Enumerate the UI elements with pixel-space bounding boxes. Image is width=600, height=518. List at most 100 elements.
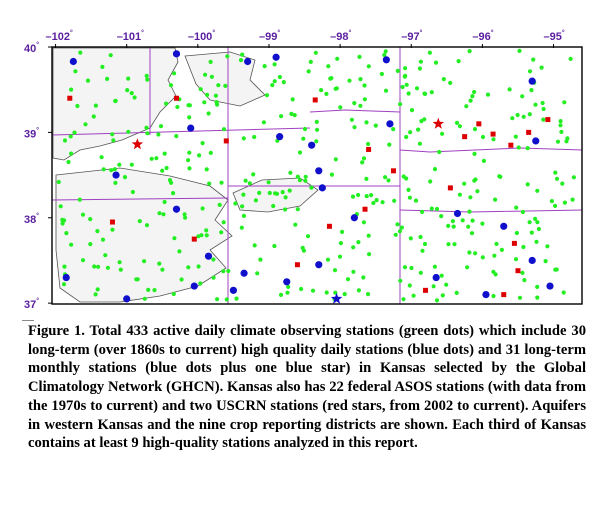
green-station bbox=[145, 131, 150, 136]
green-station bbox=[164, 101, 169, 106]
longitude-tick-label: –96° bbox=[472, 29, 493, 43]
green-station bbox=[149, 156, 154, 161]
degree-symbol: ° bbox=[36, 126, 39, 134]
green-station bbox=[516, 145, 521, 150]
green-station bbox=[132, 95, 137, 100]
green-station bbox=[299, 286, 304, 292]
green-station bbox=[187, 166, 192, 171]
latitude-tick-label: 39° bbox=[24, 126, 39, 140]
blue-station bbox=[229, 286, 238, 294]
green-station bbox=[393, 232, 398, 237]
red-square-station bbox=[462, 134, 468, 140]
green-station bbox=[480, 134, 486, 140]
green-station bbox=[553, 170, 558, 175]
red-square-station bbox=[526, 129, 532, 135]
green-station bbox=[134, 277, 139, 282]
green-station bbox=[392, 198, 397, 203]
degree-symbol: ° bbox=[348, 29, 351, 37]
green-station bbox=[470, 94, 475, 99]
green-station bbox=[473, 251, 478, 256]
green-station bbox=[301, 248, 306, 253]
green-station bbox=[356, 240, 361, 245]
red-square-station bbox=[447, 185, 453, 191]
latitude-axis: 40° 39° 38° 37° bbox=[24, 41, 52, 311]
green-station bbox=[146, 287, 151, 292]
blue-station bbox=[308, 141, 316, 149]
green-station bbox=[422, 241, 428, 247]
green-station bbox=[349, 117, 354, 122]
green-station bbox=[462, 181, 467, 186]
green-station bbox=[387, 142, 392, 147]
green-station bbox=[85, 78, 91, 83]
green-station bbox=[118, 267, 123, 272]
blue-station bbox=[112, 171, 120, 179]
blue-station bbox=[187, 124, 195, 132]
green-station bbox=[539, 65, 544, 70]
green-station bbox=[340, 229, 345, 234]
green-station bbox=[520, 209, 526, 215]
green-station bbox=[274, 191, 280, 196]
kansas-station-map: –102° –101° –100° –99° –98° –97° –96° –95° 40° 3… bbox=[24, 29, 583, 311]
green-station bbox=[540, 100, 545, 106]
green-station bbox=[491, 269, 496, 274]
green-station bbox=[262, 64, 267, 69]
blue-station bbox=[315, 167, 323, 175]
green-station bbox=[383, 88, 389, 93]
longitude-tick-label: –99° bbox=[259, 29, 280, 43]
green-station bbox=[215, 297, 220, 302]
green-station bbox=[239, 225, 244, 230]
green-stations bbox=[56, 48, 577, 303]
green-station bbox=[145, 77, 150, 82]
green-station bbox=[302, 126, 308, 132]
green-station bbox=[113, 98, 118, 104]
green-station bbox=[472, 151, 477, 156]
green-station bbox=[361, 156, 367, 161]
green-station bbox=[437, 149, 442, 155]
green-station bbox=[283, 207, 288, 212]
green-station bbox=[272, 62, 277, 67]
green-station bbox=[527, 112, 532, 117]
latitude-tick-label: 40° bbox=[24, 41, 39, 55]
green-station bbox=[288, 170, 293, 175]
green-station bbox=[238, 58, 244, 63]
green-station bbox=[403, 73, 408, 78]
green-station bbox=[522, 278, 527, 283]
green-station bbox=[413, 198, 419, 203]
blue-station bbox=[350, 214, 358, 222]
green-station bbox=[541, 117, 546, 122]
green-station bbox=[186, 265, 191, 270]
green-station bbox=[416, 127, 421, 132]
blue-station bbox=[482, 291, 490, 299]
green-station bbox=[420, 209, 425, 214]
crop-reporting-districts bbox=[51, 47, 583, 304]
red-square-station bbox=[476, 121, 482, 127]
green-station bbox=[464, 104, 469, 109]
state-boundary bbox=[51, 46, 583, 305]
green-station bbox=[451, 224, 456, 229]
green-station bbox=[407, 283, 412, 288]
green-station bbox=[395, 68, 400, 73]
green-station bbox=[499, 247, 504, 252]
green-station bbox=[117, 162, 122, 167]
green-station bbox=[144, 223, 150, 228]
green-station bbox=[164, 165, 169, 171]
green-station bbox=[112, 167, 117, 172]
green-station bbox=[204, 233, 209, 238]
green-station bbox=[58, 204, 63, 209]
red-square-station bbox=[109, 219, 115, 225]
blue-station bbox=[528, 256, 536, 265]
green-station bbox=[174, 134, 179, 139]
green-station bbox=[233, 201, 238, 206]
green-station bbox=[255, 271, 260, 276]
green-station bbox=[310, 288, 316, 293]
blue-station bbox=[532, 137, 540, 145]
green-station bbox=[467, 209, 472, 214]
green-station bbox=[92, 264, 97, 269]
district-boundary bbox=[51, 127, 311, 136]
green-station bbox=[470, 218, 475, 223]
green-station bbox=[366, 233, 371, 238]
red-square-station bbox=[545, 117, 551, 123]
green-station bbox=[418, 234, 423, 240]
green-station bbox=[357, 54, 362, 60]
green-station bbox=[117, 260, 122, 265]
